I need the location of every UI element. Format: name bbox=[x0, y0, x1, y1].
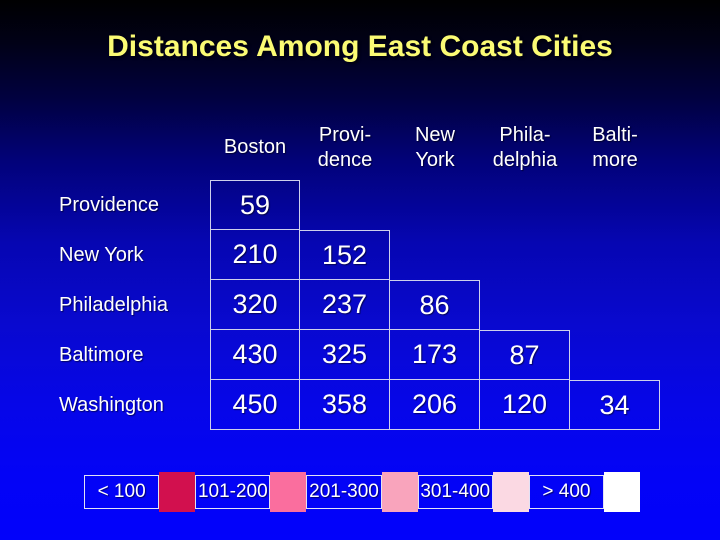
column-header: Phila- delphia bbox=[492, 123, 558, 171]
row-label: Washington bbox=[59, 393, 164, 416]
legend-color-swatch bbox=[159, 472, 196, 512]
legend-range-label: > 400 bbox=[528, 475, 605, 509]
distance-cell: 206 bbox=[390, 380, 480, 430]
legend-color-swatch bbox=[604, 472, 641, 512]
distance-cell: 210 bbox=[210, 230, 300, 280]
distance-cell: 59 bbox=[210, 180, 300, 230]
legend-range-label: < 100 bbox=[84, 475, 160, 509]
distance-cell: 152 bbox=[300, 230, 390, 280]
slide-title: Distances Among East Coast Cities bbox=[107, 30, 613, 63]
legend-range-label: 201-300 bbox=[306, 475, 382, 509]
distance-cell: 358 bbox=[300, 380, 390, 430]
distance-cell: 320 bbox=[210, 280, 300, 330]
column-header: New York bbox=[414, 123, 455, 171]
legend-color-swatch bbox=[381, 472, 418, 512]
distance-cell: 325 bbox=[300, 330, 390, 380]
distance-cell: 237 bbox=[300, 280, 390, 330]
distance-cell: 120 bbox=[480, 380, 570, 430]
distance-matrix: Boston Provi- dence New York Phila- delphia… bbox=[57, 115, 660, 430]
row-label: Providence bbox=[59, 193, 160, 216]
distance-cell: 87 bbox=[480, 330, 570, 380]
column-header: Provi- dence bbox=[317, 123, 373, 171]
row-label: Philadelphia bbox=[59, 293, 168, 316]
distance-cell: 173 bbox=[390, 330, 480, 380]
legend-color-swatch bbox=[270, 472, 307, 512]
column-header: Boston bbox=[223, 136, 287, 158]
distance-cell: 430 bbox=[210, 330, 300, 380]
distance-cell: 450 bbox=[210, 380, 300, 430]
distance-cell: 86 bbox=[390, 280, 480, 330]
distance-cell: 34 bbox=[570, 380, 660, 430]
legend-color-swatch bbox=[492, 472, 529, 512]
legend-range-label: 101-200 bbox=[195, 475, 271, 509]
distance-legend: < 100 101-200 201-300 301-400 > 400 bbox=[84, 472, 641, 512]
row-label: New York bbox=[59, 243, 144, 266]
column-header: Balti- more bbox=[592, 123, 638, 171]
matrix-corner-spacer bbox=[57, 115, 210, 180]
row-label: Baltimore bbox=[59, 343, 144, 366]
legend-range-label: 301-400 bbox=[417, 475, 493, 509]
